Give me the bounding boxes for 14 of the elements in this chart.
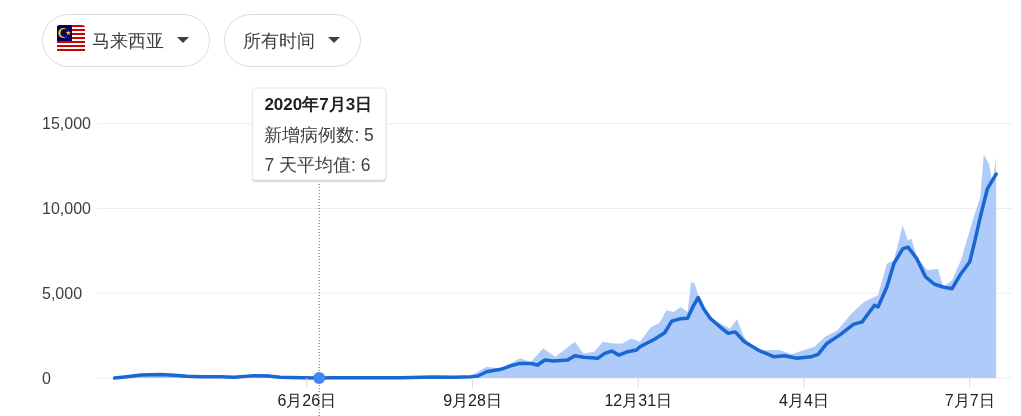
x-tick-label: 4月4日: [779, 391, 829, 409]
tooltip-line: 新增病例数: 5: [264, 124, 374, 145]
x-tick-label: 12月31日: [604, 391, 673, 409]
title: 马来西亚: [92, 31, 164, 51]
x-tick-label: 7月7日: [944, 391, 995, 409]
tooltip-title: 2020年7月3日: [264, 95, 373, 114]
y-tick-label: 15,000: [42, 115, 91, 133]
y-tick-label: 0: [42, 369, 51, 387]
y-tick-label: 5,000: [42, 284, 83, 302]
tooltip-line: 7 天平均值: 6: [264, 154, 371, 175]
y-tick-label: 10,000: [42, 199, 91, 217]
x-tick-label: 6月26日: [277, 391, 337, 409]
subtitle: 所有时间: [243, 31, 315, 51]
x-tick-label: 9月28日: [443, 391, 502, 409]
